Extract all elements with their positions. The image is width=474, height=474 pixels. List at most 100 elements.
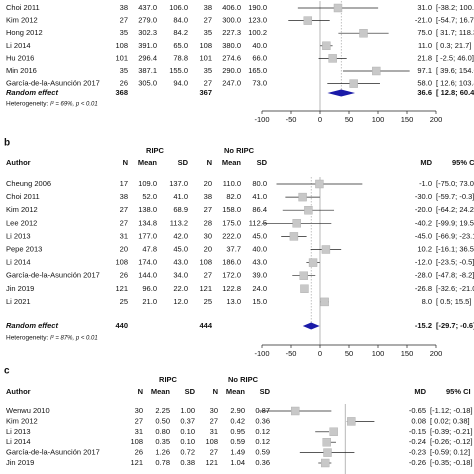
effect-box <box>329 427 338 436</box>
pooled-label: Random effect <box>6 321 58 330</box>
table-cell: 40.0 <box>252 244 267 253</box>
table-cell: 175.0 <box>222 218 241 227</box>
table-cell: 65.0 <box>173 41 188 50</box>
study-name: Kim 2012 <box>6 416 38 425</box>
table-cell: 31 <box>135 427 143 436</box>
table-cell: 27 <box>120 205 128 214</box>
effect-box <box>347 417 356 426</box>
table-cell: 155.0 <box>169 66 188 75</box>
table-cell: 68.9 <box>173 205 188 214</box>
table-cell: 42.0 <box>173 231 188 240</box>
column-header: 95% CI <box>446 387 471 396</box>
pooled-n: 368 <box>115 88 128 97</box>
ci-label: [-66.9; -23.1] <box>436 231 474 240</box>
x-tick-label: 150 <box>401 115 414 124</box>
md-label: -20.0 <box>415 205 432 214</box>
ci-label: [ 0.3; 21.7] <box>436 41 471 50</box>
table-cell: 25 <box>204 297 212 306</box>
md-label: -0.65 <box>409 406 426 415</box>
table-cell: 15.0 <box>252 297 267 306</box>
table-cell: 84.2 <box>173 28 188 37</box>
table-cell: 38 <box>120 3 128 12</box>
column-header: N <box>123 158 128 167</box>
column-header: 95% CI <box>452 158 474 167</box>
table-cell: 0.36 <box>255 458 270 467</box>
study-name: Li 2014 <box>6 258 31 267</box>
study-name: Hu 2016 <box>6 53 34 62</box>
pooled-ci: [-29.7; -0.6] <box>436 321 474 330</box>
x-tick-label: 50 <box>345 349 353 358</box>
x-tick-label: 150 <box>401 349 414 358</box>
table-cell: 40.0 <box>252 41 267 50</box>
table-cell: 186.0 <box>222 258 241 267</box>
table-cell: 110.0 <box>223 179 241 188</box>
pooled-md: -15.2 <box>415 321 432 330</box>
ci-label: [-32.6; -21.0] <box>436 284 474 293</box>
column-header: SD <box>257 158 268 167</box>
table-cell: 0.37 <box>180 416 195 425</box>
table-cell: 108 <box>199 41 212 50</box>
md-label: 21.8 <box>417 53 432 62</box>
column-header: MD <box>414 387 426 396</box>
effect-box <box>300 284 309 293</box>
effect-box <box>333 3 343 13</box>
table-cell: 108 <box>199 258 212 267</box>
group-header: RIPC <box>146 146 165 155</box>
table-cell: 158.0 <box>222 205 241 214</box>
table-cell: 2.90 <box>230 406 245 415</box>
table-cell: 41.0 <box>173 192 188 201</box>
md-label: -45.0 <box>415 231 432 240</box>
ci-label: [-75.0; 73.0] <box>436 179 474 188</box>
pooled-n: 367 <box>199 88 212 97</box>
table-cell: 31 <box>120 231 128 240</box>
table-cell: 0.50 <box>155 416 170 425</box>
table-cell: 101 <box>199 53 212 62</box>
table-cell: 78.8 <box>173 53 188 62</box>
ci-label: [-1.12; -0.18] <box>430 406 473 415</box>
table-cell: 109.0 <box>138 179 157 188</box>
study-name: García-de-la-Asunción 2017 <box>6 448 100 457</box>
table-cell: 305.0 <box>138 79 157 88</box>
ci-label: [-0.39; -0.21] <box>430 427 473 436</box>
table-cell: 190.0 <box>248 3 267 12</box>
effect-box <box>303 16 313 25</box>
ci-label: [-16.1; 36.5] <box>436 244 474 253</box>
table-cell: 24.0 <box>252 284 267 293</box>
table-cell: 45.0 <box>252 231 267 240</box>
table-cell: 0.36 <box>255 416 270 425</box>
md-label: 97.1 <box>417 66 432 75</box>
column-header: SD <box>178 158 189 167</box>
table-cell: 38 <box>120 192 128 201</box>
table-cell: 20 <box>204 179 212 188</box>
effect-box <box>308 258 318 267</box>
table-cell: 30 <box>204 231 212 240</box>
column-header: Author <box>6 387 31 396</box>
ci-label: [ 0.02; 0.38] <box>430 416 470 425</box>
table-cell: 27 <box>120 16 128 25</box>
heterogeneity-stat: I² = 87%, p < 0.01 <box>50 336 98 342</box>
table-cell: 22.0 <box>173 284 188 293</box>
effect-box <box>322 41 331 50</box>
table-cell: 101 <box>115 53 128 62</box>
table-cell: 66.0 <box>252 53 267 62</box>
ci-label: [ 0.5; 15.5] <box>436 297 471 306</box>
table-cell: 35 <box>120 28 128 37</box>
column-header: N <box>138 387 143 396</box>
table-cell: 274.6 <box>222 53 241 62</box>
ci-label: [-0.26; -0.12] <box>430 437 473 446</box>
table-cell: 0.80 <box>155 427 170 436</box>
table-cell: 27 <box>135 416 143 425</box>
study-name: Hong 2012 <box>6 28 43 37</box>
table-cell: 122.8 <box>222 284 241 293</box>
effect-box <box>299 271 308 280</box>
study-name: Lee 2012 <box>6 218 37 227</box>
ci-label: [-59.7; -0.3] <box>436 192 474 201</box>
table-cell: 0.87 <box>255 406 270 415</box>
table-cell: 0.95 <box>230 427 245 436</box>
table-cell: 27 <box>204 16 212 25</box>
table-cell: 247.0 <box>222 79 241 88</box>
table-cell: 387.1 <box>138 66 157 75</box>
table-cell: 82.0 <box>226 192 241 201</box>
study-name: Min 2016 <box>6 66 37 75</box>
x-tick-label: 100 <box>372 349 385 358</box>
